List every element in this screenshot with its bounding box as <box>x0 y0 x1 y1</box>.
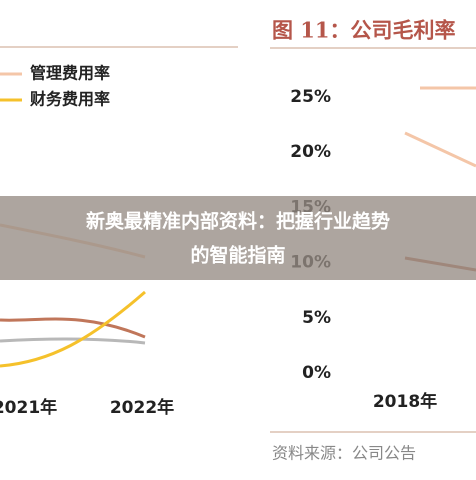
x-tick-label: 2021年 <box>0 397 57 418</box>
legend-label: 财务费用率 <box>29 90 110 109</box>
banner <box>0 196 476 280</box>
line <box>404 131 476 168</box>
source-note: 资料来源：公司公告 <box>272 444 416 463</box>
banner-text: 新奥最精准内部资料：把握行业趋势 <box>86 210 390 233</box>
y-tick-label: 0% <box>302 363 331 383</box>
y-tick-label: 25% <box>290 87 331 107</box>
legend-label: 管理费用率 <box>30 64 110 83</box>
x-tick-label: 2018年 <box>373 391 437 412</box>
chart-title: 图 11：公司毛利率 <box>272 18 456 43</box>
y-tick-label: 5% <box>302 308 331 328</box>
line <box>0 317 146 339</box>
y-tick-label: 20% <box>290 142 331 162</box>
x-tick-label: 2022年 <box>110 397 174 418</box>
banner-text: 的智能指南 <box>190 244 285 267</box>
line <box>0 337 146 345</box>
line <box>0 290 146 368</box>
